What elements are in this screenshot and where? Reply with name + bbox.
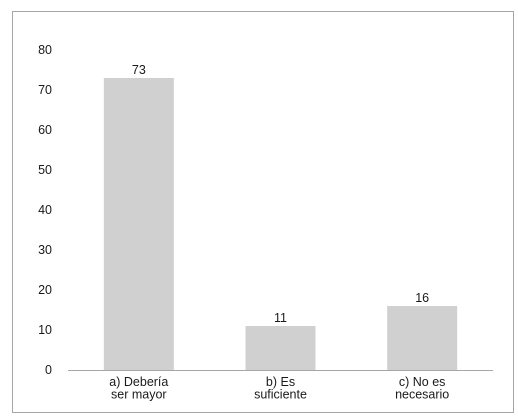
y-tick-label: 70 <box>38 83 52 97</box>
bar <box>245 326 316 370</box>
y-tick-label: 0 <box>45 363 52 377</box>
x-category-label: ser mayor <box>111 388 167 402</box>
y-tick-label: 50 <box>38 163 52 177</box>
x-category-label: suficiente <box>254 388 307 402</box>
y-tick-label: 60 <box>38 123 52 137</box>
bar <box>387 306 458 370</box>
x-category-label: a) Debería <box>109 375 168 389</box>
data-label: 16 <box>415 291 429 305</box>
data-label: 73 <box>132 63 146 77</box>
y-tick-label: 30 <box>38 243 52 257</box>
y-tick-label: 20 <box>38 283 52 297</box>
bar <box>103 78 174 370</box>
y-tick-label: 10 <box>38 323 52 337</box>
data-label: 11 <box>274 311 287 325</box>
y-tick-label: 40 <box>38 203 52 217</box>
x-category-label: c) No es <box>399 375 446 389</box>
x-category-label: b) Es <box>266 375 295 389</box>
y-tick-label: 80 <box>38 43 52 57</box>
x-category-label: necesario <box>395 388 449 402</box>
